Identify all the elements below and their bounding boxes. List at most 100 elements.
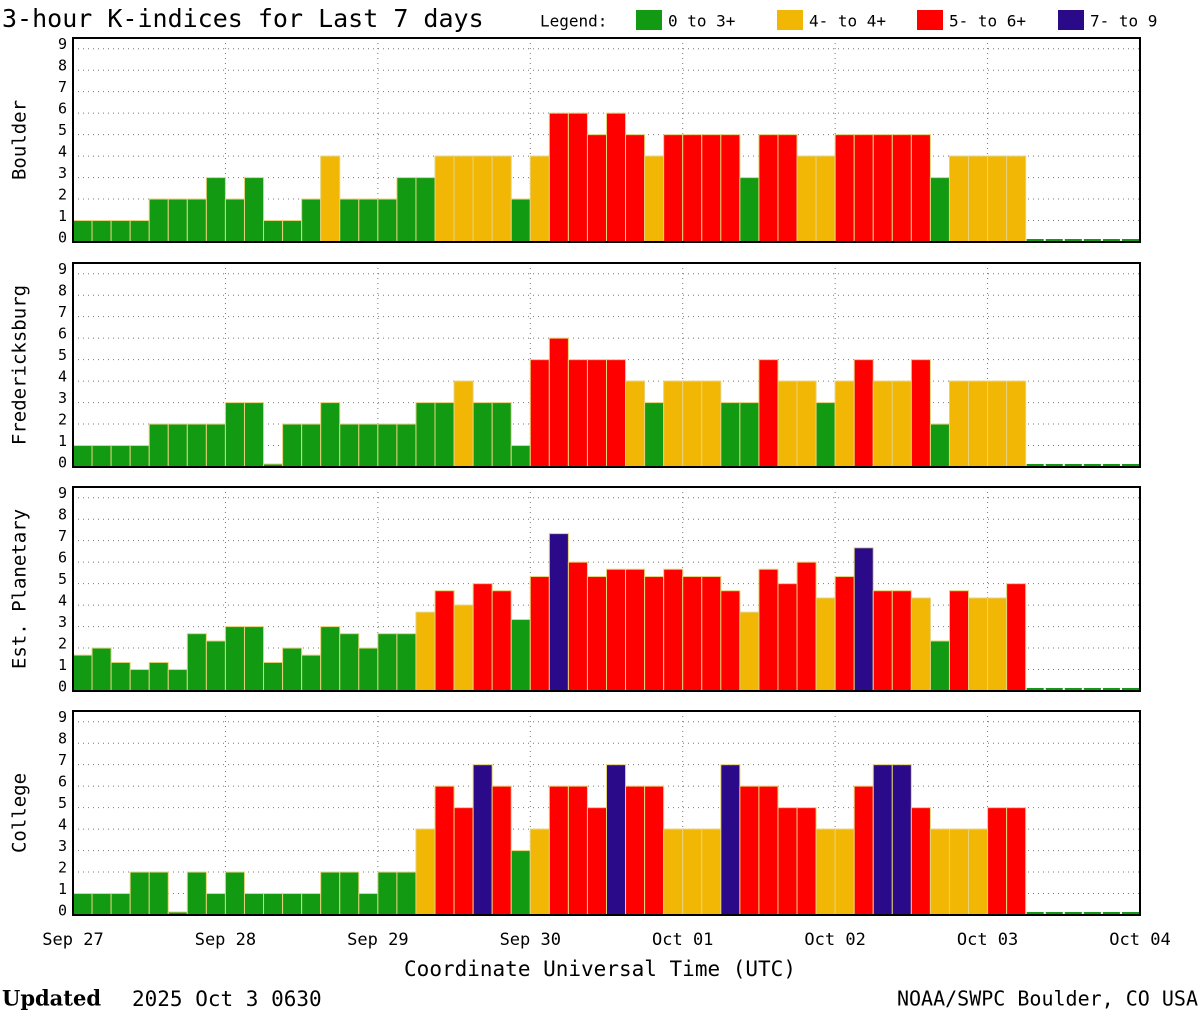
bar <box>129 445 150 468</box>
bar <box>186 633 207 692</box>
bar <box>853 547 874 692</box>
bar <box>320 155 341 243</box>
bar <box>72 220 93 243</box>
legend-swatch <box>777 10 803 30</box>
bar <box>758 359 779 468</box>
y-tick-label: 3 <box>58 613 67 631</box>
bar <box>777 583 798 692</box>
bar <box>1006 380 1027 468</box>
bar <box>968 380 989 468</box>
bar <box>453 604 474 692</box>
bar <box>415 402 436 468</box>
bar <box>377 198 398 243</box>
bar <box>529 155 550 243</box>
bar <box>720 764 741 916</box>
y-tick-label: 7 <box>58 78 67 96</box>
bar <box>282 423 303 468</box>
x-tick-label: Oct 03 <box>957 930 1018 950</box>
bar <box>129 220 150 243</box>
bar <box>301 893 322 916</box>
y-tick-label: 6 <box>58 100 67 118</box>
bar <box>891 764 912 916</box>
x-tick-label: Sep 29 <box>347 930 408 950</box>
bar <box>243 402 265 468</box>
bar <box>358 647 379 692</box>
bar <box>205 177 226 243</box>
bar <box>948 828 970 916</box>
bar <box>987 380 1008 468</box>
bar <box>1006 155 1027 243</box>
bar <box>796 380 817 468</box>
bar <box>396 633 417 692</box>
bar <box>491 402 512 468</box>
plot-frame <box>72 486 1141 692</box>
bar <box>282 647 303 692</box>
bar <box>567 359 588 468</box>
bar <box>701 576 722 692</box>
bar <box>663 828 684 916</box>
bar <box>129 669 150 692</box>
bar <box>834 576 855 692</box>
bar <box>72 445 93 468</box>
y-tick-label: 8 <box>58 506 67 524</box>
bar <box>701 134 722 243</box>
y-tick-label: 7 <box>58 303 67 321</box>
y-axis-title: Fredericksburg <box>9 285 31 445</box>
y-tick-label: 8 <box>58 57 67 75</box>
x-tick-label: Sep 30 <box>500 930 561 950</box>
y-tick-label: 6 <box>58 773 67 791</box>
bar <box>377 871 398 916</box>
bar <box>910 359 931 468</box>
bar <box>167 669 188 692</box>
bar <box>548 112 569 243</box>
bar <box>396 423 417 468</box>
bar <box>91 445 112 468</box>
x-tick-label: Oct 02 <box>804 930 865 950</box>
bar <box>510 618 531 692</box>
bar <box>929 828 950 916</box>
y-tick-label: 1 <box>58 656 67 674</box>
bar <box>796 561 817 692</box>
bar <box>186 423 207 468</box>
y-tick-label: 3 <box>58 389 67 407</box>
bar <box>548 337 569 468</box>
bar <box>434 155 455 243</box>
bar <box>948 155 970 243</box>
bar <box>987 597 1008 692</box>
x-axis-title: Coordinate Universal Time (UTC) <box>404 957 796 981</box>
bar <box>929 423 950 468</box>
bar <box>682 380 703 468</box>
y-tick-label: 5 <box>58 346 67 364</box>
bar <box>339 423 360 468</box>
bar <box>910 597 931 692</box>
bar <box>339 633 360 692</box>
y-tick-label: 1 <box>58 207 67 225</box>
bar <box>663 134 684 243</box>
bar <box>625 380 646 468</box>
bar <box>872 764 893 916</box>
bar <box>891 380 912 468</box>
bar <box>739 177 760 243</box>
bar <box>739 402 760 468</box>
bar <box>491 590 512 692</box>
y-axis-title: College <box>9 773 31 853</box>
bar <box>872 134 893 243</box>
bar <box>263 220 284 243</box>
y-tick-label: 3 <box>58 837 67 855</box>
bar <box>606 112 627 243</box>
bar <box>453 155 474 243</box>
bar <box>263 661 284 692</box>
y-tick-label: 9 <box>58 484 67 502</box>
bar <box>167 423 188 468</box>
bar <box>644 785 665 916</box>
bar <box>815 828 836 916</box>
bar <box>968 828 989 916</box>
y-tick-label: 2 <box>58 635 67 653</box>
bar <box>320 402 341 468</box>
bar <box>891 134 912 243</box>
bar <box>777 134 798 243</box>
bar <box>606 764 627 916</box>
bar <box>548 785 569 916</box>
bar <box>910 807 931 916</box>
bar <box>205 423 226 468</box>
